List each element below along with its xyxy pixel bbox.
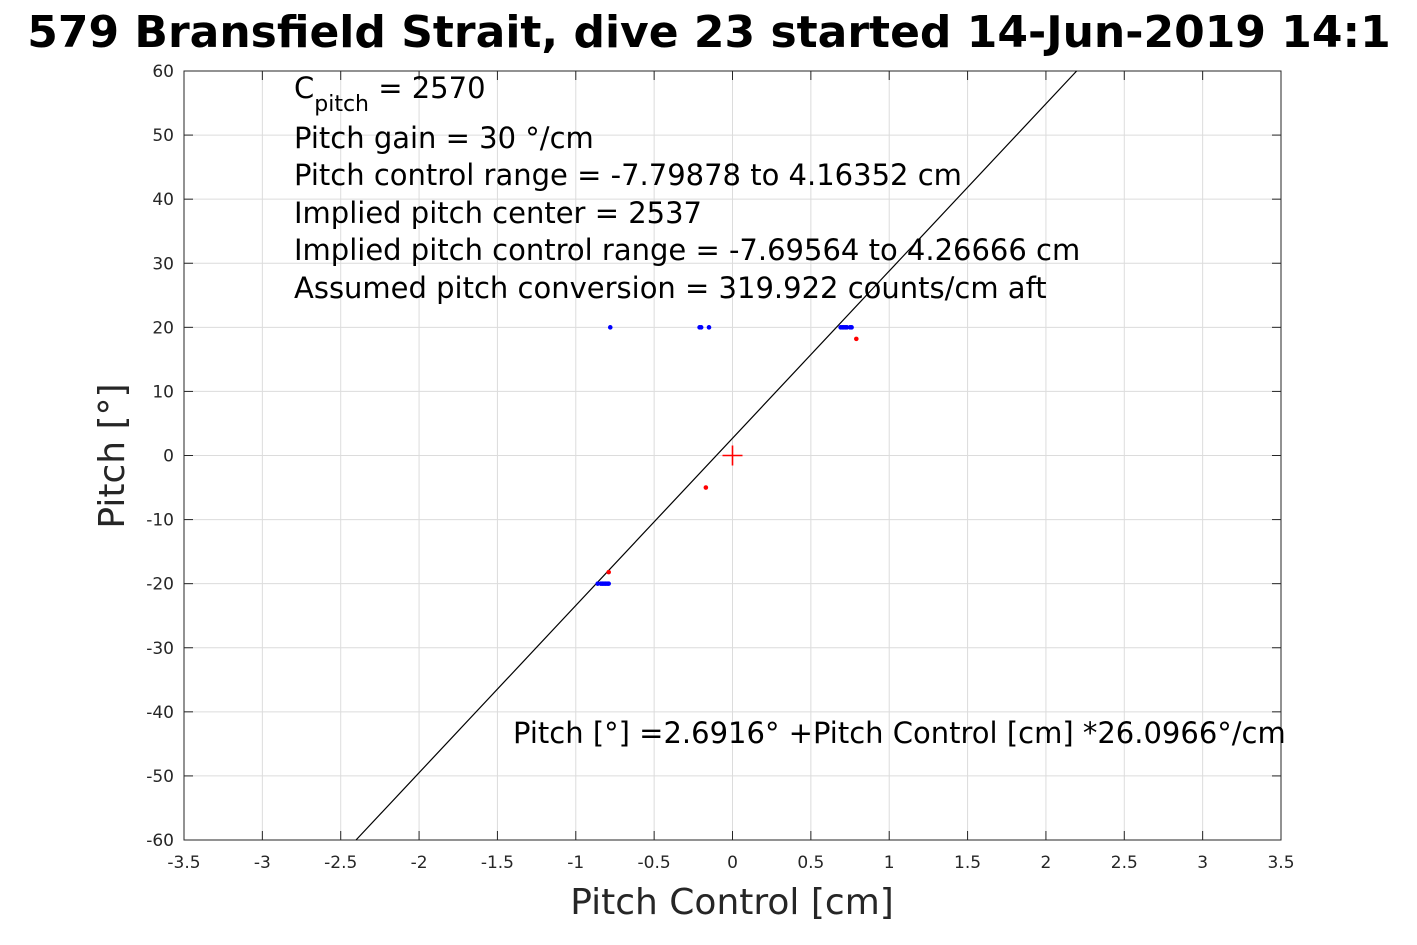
x-tick-label: -1.5: [481, 853, 514, 873]
x-tick-labels: -3.5 -3 -2.5 -2 -1.5 -1 -0.5 0 0.5 1 1.5 2 2.5 3 3.5: [167, 853, 1294, 873]
data-points: [595, 325, 859, 586]
blue-data-point: [607, 325, 613, 330]
red-data-point: [854, 336, 859, 342]
annotation-pitch-gain: Pitch gain = 30 °/cm: [294, 121, 594, 155]
y-tick-labels: -60 -50 -40 -30 -20 -10 0 10 20 30 40 50 60: [146, 62, 174, 851]
annotation-c-pitch: Cpitch = 2570: [294, 71, 486, 117]
center-marker-group: [722, 445, 743, 466]
y-tick-label: -30: [146, 639, 174, 659]
y-tick-label: -60: [146, 831, 174, 851]
x-tick-label: -1: [567, 853, 584, 873]
annotation-pitch-conversion: Assumed pitch conversion = 319.922 count…: [294, 271, 1047, 305]
annotation-implied-pitch-range: Implied pitch control range = -7.69564 t…: [294, 233, 1080, 267]
grid: [184, 71, 1281, 840]
red-data-point: [703, 485, 709, 490]
blue-data-point: [606, 581, 611, 586]
x-tick-label: 1.5: [954, 853, 981, 873]
y-tick-label: 20: [152, 318, 174, 338]
chart-title: 579 Bransfield Strait, dive 23 started 1…: [27, 7, 1390, 58]
y-tick-label: -20: [146, 575, 174, 595]
y-tick-label: -10: [146, 511, 174, 531]
x-tick-label: 1: [884, 853, 895, 873]
annotation-implied-pitch-center: Implied pitch center = 2537: [294, 196, 702, 230]
x-tick-label: -3: [254, 853, 271, 873]
y-tick-label: 50: [152, 126, 174, 146]
x-tick-label: 0: [727, 853, 738, 873]
annotation-pitch-control-range: Pitch control range = -7.79878 to 4.1635…: [294, 158, 962, 192]
y-tick-label: 60: [152, 62, 174, 82]
red-data-point: [606, 569, 611, 575]
y-tick-label: 0: [163, 447, 174, 467]
x-tick-label: -3.5: [167, 853, 200, 873]
x-tick-label: 2: [1041, 853, 1052, 873]
y-axis-label: Pitch [°]: [92, 383, 133, 528]
x-tick-label: -2: [411, 853, 428, 873]
y-tick-label: -40: [146, 703, 174, 723]
fit-line-group: [355, 70, 1078, 841]
y-tick-label: 30: [152, 254, 174, 274]
y-tick-label: -50: [146, 767, 174, 787]
y-tick-label: 40: [152, 190, 174, 210]
blue-data-point: [698, 325, 704, 330]
x-axis-label: Pitch Control [cm]: [570, 882, 894, 923]
c-pitch-main: C: [294, 71, 314, 105]
annotation-fit-equation: Pitch [°] =2.6916° +Pitch Control [cm] *…: [513, 716, 1286, 750]
x-tick-label: 3: [1197, 853, 1208, 873]
blue-data-point: [849, 325, 854, 330]
fit-line: [355, 70, 1078, 841]
c-pitch-value: = 2570: [369, 71, 486, 105]
x-tick-label: -0.5: [638, 853, 671, 873]
y-tick-label: 10: [152, 382, 174, 402]
axis-ticks: [183, 70, 1282, 841]
blue-data-point: [706, 325, 712, 330]
x-tick-label: 2.5: [1111, 853, 1138, 873]
x-tick-label: 3.5: [1267, 853, 1294, 873]
x-tick-label: 0.5: [797, 853, 824, 873]
c-pitch-subscript: pitch: [314, 92, 369, 117]
x-tick-label: -2.5: [324, 853, 357, 873]
